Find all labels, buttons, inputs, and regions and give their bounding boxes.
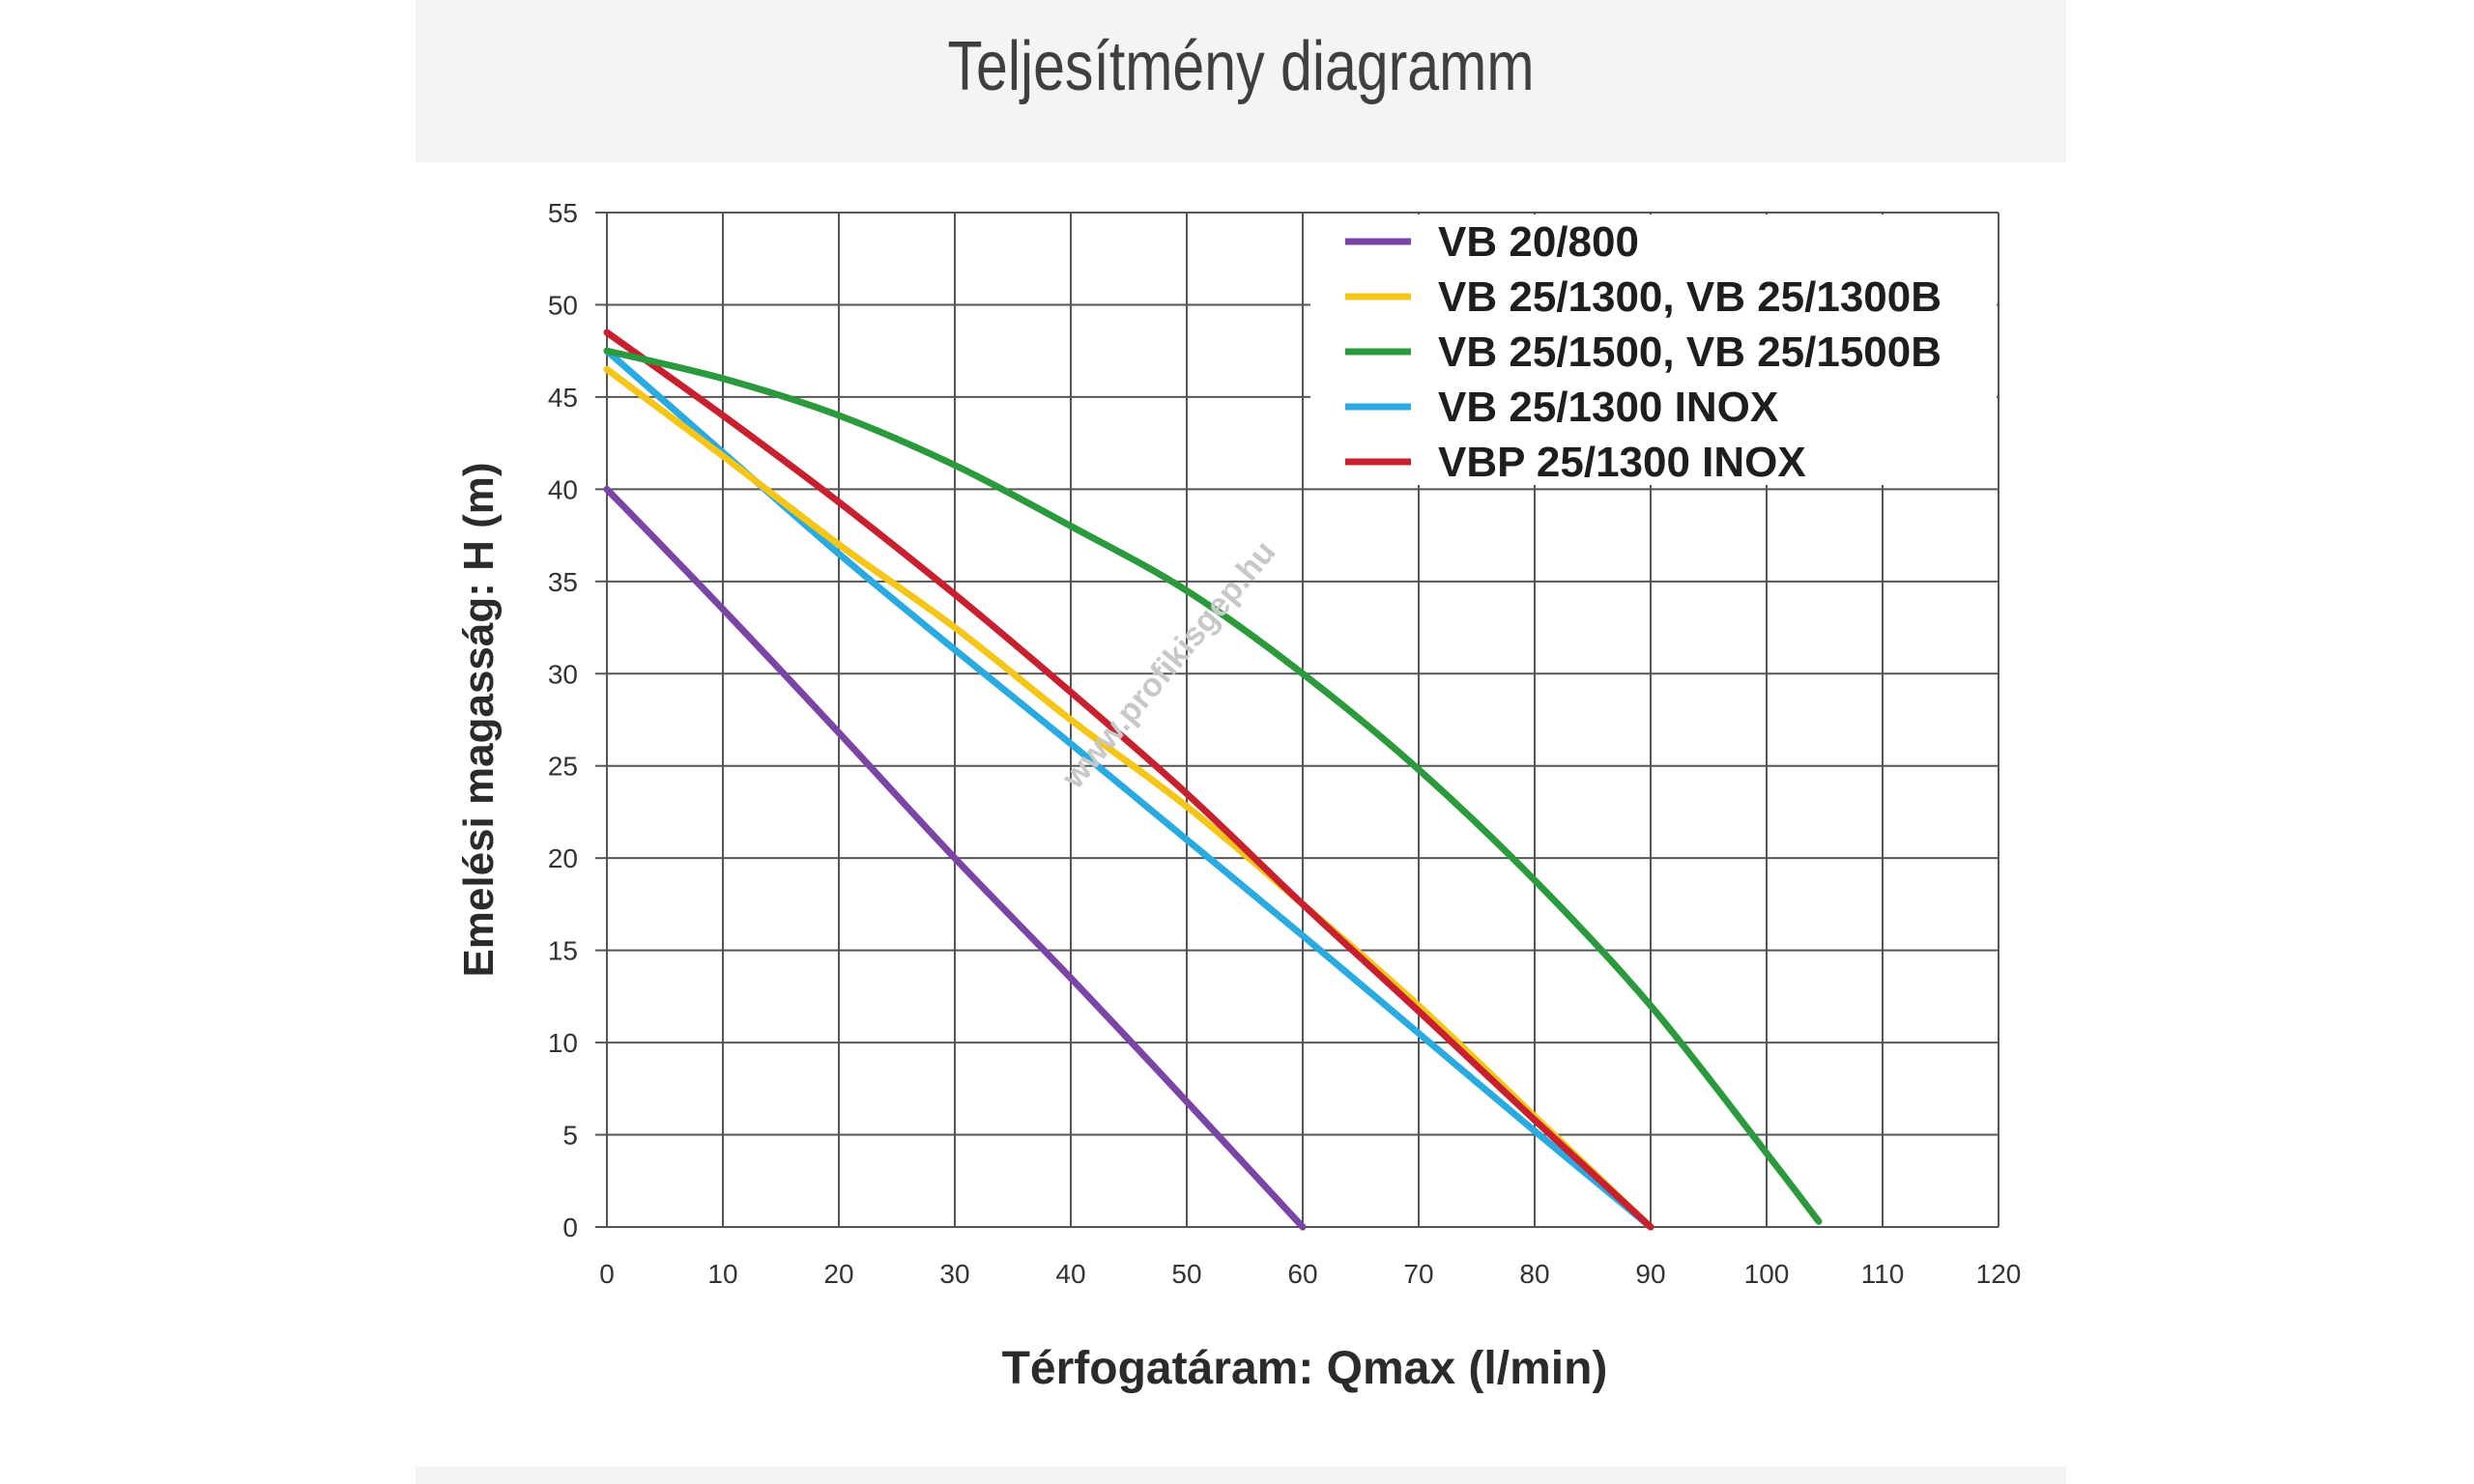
y-tick-label: 10 [548, 1028, 578, 1058]
legend-entry: VB 20/800 [1438, 218, 1639, 266]
x-tick-label: 50 [1171, 1259, 1201, 1289]
series-line-3 [603, 347, 1823, 1225]
series-line-5 [603, 328, 1654, 1231]
y-tick-label: 50 [548, 290, 578, 320]
x-tick-label: 40 [1055, 1259, 1085, 1289]
legend-entry: VBP 25/1300 INOX [1438, 439, 1806, 486]
x-tick-labels: 0 10 20 30 40 50 60 70 80 90 100 110 120 [599, 1259, 2021, 1289]
x-tick-label: 60 [1287, 1259, 1317, 1289]
x-axis-label: Térfogatáram: Qmax (l/min) [1002, 1343, 1608, 1394]
x-tick-label: 10 [707, 1259, 737, 1289]
x-tick-label: 110 [1861, 1259, 1905, 1289]
y-tick-labels: 0 5 10 15 20 25 30 35 40 45 50 55 [548, 198, 578, 1242]
y-tick-label: 40 [548, 474, 578, 504]
series-line-1 [603, 485, 1307, 1231]
y-axis-label: Emelési magasság: H (m) [455, 462, 503, 977]
x-tick-label: 120 [1976, 1259, 2022, 1289]
y-tick-label: 55 [548, 198, 578, 228]
y-tick-label: 5 [562, 1121, 578, 1151]
x-tick-label: 20 [823, 1259, 853, 1289]
x-tick-label: 70 [1403, 1259, 1433, 1289]
y-tick-label: 0 [562, 1213, 578, 1242]
legend-background [1310, 214, 1997, 485]
y-tick-label: 35 [548, 567, 578, 597]
legend-entry: VB 25/1300 INOX [1438, 384, 1778, 431]
y-tick-label: 20 [548, 843, 578, 873]
y-tick-label: 30 [548, 659, 578, 689]
x-tick-label: 80 [1519, 1259, 1549, 1289]
x-tick-label: 0 [599, 1259, 615, 1289]
y-tick-label: 25 [548, 752, 578, 782]
y-tick-label: 45 [548, 383, 578, 413]
series-line-2 [603, 365, 1654, 1231]
series-lines [603, 328, 1823, 1231]
x-tick-label: 90 [1635, 1259, 1665, 1289]
header-panel: Teljesítmény diagramm [416, 0, 2066, 162]
legend: VB 20/800 VB 25/1300, VB 25/1300B VB 25/15… [1345, 218, 1942, 486]
x-tick-label: 30 [939, 1259, 969, 1289]
footer-strip [416, 1467, 2066, 1484]
y-tick-label: 15 [548, 936, 578, 966]
legend-entry: VB 25/1500, VB 25/1500B [1438, 328, 1942, 376]
x-tick-label: 100 [1744, 1259, 1790, 1289]
legend-entry: VB 25/1300, VB 25/1300B [1438, 273, 1942, 321]
page-title: Teljesítmény diagramm [947, 28, 1535, 105]
